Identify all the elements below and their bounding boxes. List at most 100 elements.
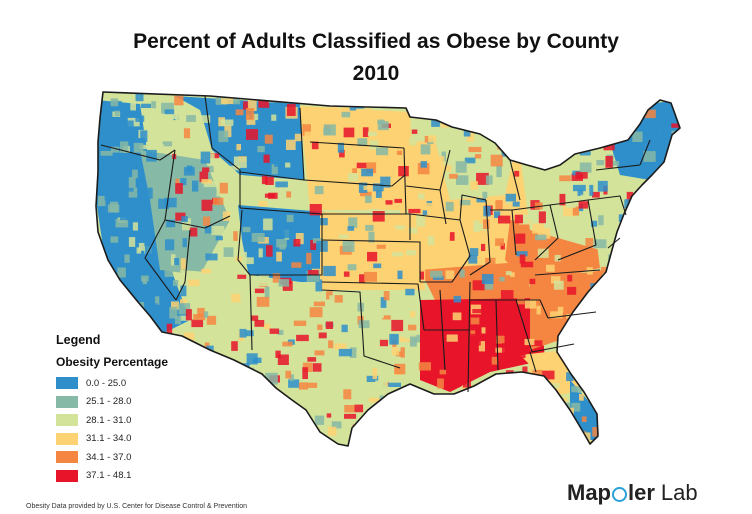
county-cell — [641, 266, 651, 272]
county-cell — [328, 340, 334, 349]
county-cell — [437, 378, 444, 389]
legend-swatch — [56, 451, 78, 464]
county-cell — [615, 370, 627, 378]
county-cell — [521, 374, 532, 383]
county-cell — [152, 144, 164, 153]
county-cell — [367, 131, 377, 137]
county-cell — [422, 202, 433, 212]
county-cell — [166, 135, 175, 142]
county-cell — [372, 183, 384, 192]
county-cell — [465, 438, 472, 446]
county-cell — [358, 182, 368, 193]
county-cell — [287, 415, 293, 428]
county-cell — [656, 243, 667, 252]
county-cell — [312, 238, 323, 244]
county-cell — [193, 314, 206, 321]
county-cell — [204, 225, 215, 234]
county-cell — [178, 303, 191, 315]
county-cell — [616, 127, 622, 134]
county-cell — [292, 418, 305, 428]
county-cell — [285, 370, 292, 379]
county-cell — [192, 346, 197, 352]
county-cell — [529, 379, 540, 386]
county-cell — [326, 247, 334, 253]
county-cell — [326, 413, 332, 418]
county-cell — [204, 342, 210, 348]
county-cell — [418, 193, 425, 200]
county-cell — [205, 253, 218, 261]
county-cell — [368, 231, 375, 243]
county-cell — [330, 105, 339, 115]
county-cell — [293, 239, 301, 247]
county-cell — [611, 160, 620, 166]
county-cell — [596, 160, 605, 166]
county-cell — [495, 200, 503, 210]
county-cell — [306, 270, 320, 282]
county-cell — [233, 231, 238, 241]
county-cell — [502, 443, 513, 446]
county-cell — [218, 412, 227, 421]
county-cell — [462, 377, 471, 388]
county-cell — [201, 441, 207, 446]
county-cell — [216, 187, 222, 197]
county-cell — [537, 248, 549, 258]
county-cell — [651, 156, 659, 169]
county-cell — [679, 140, 680, 146]
county-cell — [338, 234, 349, 239]
county-cell — [375, 380, 388, 387]
county-cell — [306, 252, 312, 265]
county-cell — [270, 121, 283, 130]
county-cell — [468, 146, 482, 153]
county-cell — [271, 114, 277, 121]
county-cell — [475, 393, 481, 400]
county-cell — [495, 347, 505, 353]
county-cell — [499, 277, 505, 282]
county-cell — [536, 167, 544, 175]
county-cell — [136, 164, 141, 170]
logo-part3: Lab — [660, 480, 698, 505]
county-cell — [343, 127, 355, 138]
legend-item: 34.1 - 37.0 — [56, 448, 168, 467]
county-cell — [385, 406, 391, 411]
county-cell — [180, 299, 188, 304]
county-cell — [658, 114, 672, 120]
legend-label: 37.1 - 48.1 — [86, 470, 132, 482]
county-cell — [524, 299, 537, 309]
county-cell — [593, 446, 600, 456]
county-cell — [277, 354, 289, 365]
county-cell — [135, 115, 145, 122]
county-cell — [181, 347, 194, 357]
county-cell — [218, 282, 224, 289]
county-cell — [178, 413, 192, 420]
legend-label: 31.1 - 34.0 — [86, 433, 132, 445]
county-cell — [667, 416, 677, 421]
county-cell — [117, 267, 126, 278]
county-cell — [247, 100, 257, 111]
county-cell — [146, 149, 157, 162]
county-cell — [459, 154, 467, 163]
county-cell — [288, 409, 301, 421]
county-cell — [201, 268, 212, 274]
county-cell — [649, 207, 660, 212]
county-cell — [265, 176, 274, 185]
county-cell — [505, 193, 516, 202]
county-cell — [215, 236, 223, 241]
county-cell — [473, 220, 480, 232]
county-cell — [475, 158, 487, 168]
county-cell — [481, 231, 487, 243]
county-cell — [221, 98, 234, 105]
county-cell — [128, 237, 136, 247]
county-cell — [408, 324, 417, 331]
county-cell — [614, 250, 619, 262]
county-cell — [120, 141, 129, 153]
county-cell — [286, 214, 294, 223]
county-cell — [645, 194, 652, 201]
county-cell — [459, 199, 471, 206]
county-cell — [531, 340, 543, 347]
county-cell — [201, 179, 213, 184]
county-cell — [411, 129, 418, 134]
county-cell — [247, 432, 253, 439]
county-cell — [474, 154, 482, 159]
county-cell — [269, 328, 280, 334]
county-cell — [180, 258, 186, 270]
